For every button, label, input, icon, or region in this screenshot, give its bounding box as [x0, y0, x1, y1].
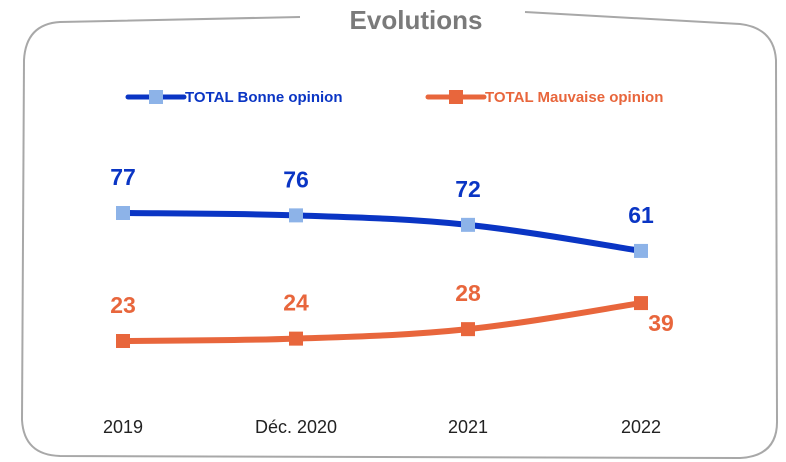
data-label: 77	[110, 164, 136, 190]
x-tick-label: Déc. 2020	[255, 417, 337, 437]
series-line	[120, 300, 644, 344]
marker	[461, 322, 475, 337]
data-label: 28	[455, 280, 481, 306]
data-label: 72	[455, 176, 481, 202]
data-label: 76	[283, 166, 309, 192]
data-label: 23	[110, 292, 136, 318]
marker	[634, 243, 648, 258]
legend-marker	[149, 90, 163, 104]
marker	[289, 331, 303, 346]
x-tick-label: 2019	[103, 417, 143, 437]
series-line	[120, 210, 644, 254]
data-label: 39	[648, 310, 674, 336]
data-label: 61	[628, 202, 654, 228]
marker	[289, 208, 303, 223]
legend-marker	[449, 90, 463, 104]
legend-label: TOTAL Mauvaise opinion	[485, 89, 663, 106]
marker	[116, 334, 130, 348]
marker	[634, 296, 648, 311]
marker	[116, 206, 130, 220]
marker	[461, 217, 475, 232]
chart-title: Evolutions	[350, 5, 483, 35]
x-tick-label: 2021	[448, 417, 488, 437]
legend-label: TOTAL Bonne opinion	[185, 89, 342, 106]
frame	[20, 11, 779, 460]
data-label: 24	[283, 290, 309, 316]
x-tick-label: 2022	[621, 417, 661, 437]
